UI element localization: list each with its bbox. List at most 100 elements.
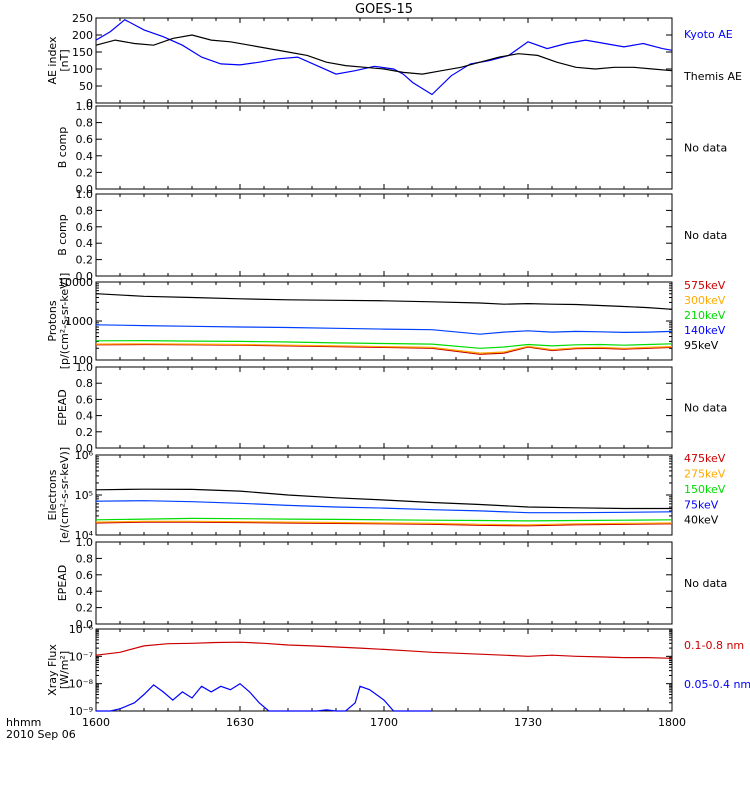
- y-tick-label: 0.8: [76, 377, 94, 390]
- y-axis-label: [e/(cm²-s-sr-keV)]: [58, 447, 71, 543]
- y-tick-label: 1.0: [76, 536, 94, 549]
- y-tick-label: 1.0: [76, 361, 94, 374]
- series-line-140keV: [95, 324, 673, 335]
- no-data-label: No data: [684, 577, 727, 590]
- x-tick-label: 1700: [370, 716, 398, 729]
- y-tick-label: 0.6: [76, 393, 94, 406]
- y-tick-label: 0.2: [76, 426, 94, 439]
- y-tick-label: 0: [86, 97, 93, 110]
- y-axis-label: [W/m²]: [58, 651, 71, 689]
- series-line-40keV: [95, 488, 672, 510]
- y-tick-label: 150: [72, 46, 93, 59]
- legend-entry: 150keV: [684, 483, 726, 496]
- series-line-Themis-AE: [95, 34, 673, 75]
- series-line-Kyoto-AE: [95, 18, 673, 96]
- y-tick-label: 1000: [65, 315, 93, 328]
- y-tick-label: 10⁻⁹: [69, 705, 93, 718]
- panels-group: 0 50 100 150 200 250 AE index [nT] Kyoto AE Themi…: [46, 12, 750, 718]
- footer-hhmm: hhmm: [6, 716, 41, 729]
- y-tick-label: 0.0: [76, 618, 94, 631]
- series-line-575keV: [95, 343, 673, 355]
- y-tick-label: 50: [79, 80, 93, 93]
- panel-xray: 10⁻⁹ 10⁻⁸ 10⁻⁷ 10⁻⁶ Xray Flux [W/m²] 0.1-0.8 n…: [46, 623, 750, 718]
- x-tick-label: 1800: [658, 716, 686, 729]
- y-tick-label: 0.0: [76, 442, 94, 455]
- legend-entry: 300keV: [684, 294, 726, 307]
- figure-title: GOES-15: [355, 2, 413, 17]
- y-tick-label: 0.8: [76, 552, 94, 565]
- y-tick-label: 10⁻⁸: [69, 678, 94, 691]
- y-tick-label: 10⁻⁶: [69, 623, 94, 636]
- no-data-label: No data: [684, 229, 727, 242]
- legend-entry: 575keV: [684, 279, 726, 292]
- panel-frame: [95, 17, 673, 104]
- y-tick-label: 0.6: [76, 221, 94, 234]
- y-tick-label: 10000: [58, 276, 93, 289]
- panel-bcomp1: 0.0 0.2 0.4 0.6 0.8 1.0 B comp No data: [56, 100, 727, 196]
- series-line-275keV: [95, 520, 673, 526]
- y-axis-label: [p/(cm²-s-sr-keV)]: [58, 273, 71, 370]
- series-line-300keV: [95, 343, 673, 354]
- y-axis-label: [nT]: [58, 49, 71, 71]
- y-tick-label: 0.2: [76, 166, 94, 179]
- series-line-0-1-0-8-nm: [95, 641, 673, 659]
- legend-entry: 75keV: [684, 498, 719, 511]
- series-line-475keV: [95, 521, 673, 527]
- panel-frame: [95, 366, 673, 449]
- series-line-75keV: [95, 500, 673, 514]
- no-data-label: No data: [684, 142, 727, 155]
- y-axis-label: B comp: [56, 214, 69, 256]
- y-tick-label: 10⁵: [75, 489, 93, 502]
- legend-entry: 140keV: [684, 324, 726, 337]
- panel-frame: [95, 628, 673, 712]
- y-tick-label: 200: [72, 29, 93, 42]
- y-tick-label: 100: [72, 354, 93, 367]
- series-line-0-05-0-4-nm: [96, 682, 432, 712]
- x-tick-label: 1600: [82, 716, 110, 729]
- legend-entry: 95keV: [684, 339, 719, 352]
- no-data-label: No data: [684, 402, 727, 415]
- x-tick-label: 1630: [226, 716, 254, 729]
- series-line-95keV: [95, 293, 673, 310]
- legend-entry: 0.1-0.8 nm: [684, 639, 744, 652]
- y-axis-label: EPEAD: [56, 565, 69, 602]
- y-tick-label: 10⁴: [75, 529, 94, 542]
- y-axis-label: Xray Flux: [46, 644, 59, 696]
- y-tick-label: 0.8: [76, 204, 94, 217]
- panel-epead2: 0.0 0.2 0.4 0.6 0.8 1.0 EPEAD No data: [56, 536, 727, 631]
- y-axis-label: AE index: [46, 36, 59, 85]
- y-tick-label: 100: [72, 63, 93, 76]
- legend-entry: Kyoto AE: [684, 28, 733, 41]
- series-line-210keV: [95, 339, 673, 349]
- y-tick-label: 0.2: [76, 254, 94, 267]
- legend-entry: 210keV: [684, 309, 726, 322]
- y-tick-label: 1.0: [76, 188, 94, 201]
- footer-date: 2010 Sep 06: [6, 728, 76, 741]
- y-tick-label: 0.0: [76, 270, 94, 283]
- panel-frame: [95, 193, 673, 277]
- panel-ae: 0 50 100 150 200 250 AE index [nT] Kyoto AE Themi…: [46, 12, 742, 110]
- y-axis-label: EPEAD: [56, 389, 69, 426]
- y-tick-label: 0.6: [76, 133, 94, 146]
- y-axis-label: Protons: [46, 300, 59, 341]
- y-tick-label: 0.4: [76, 585, 94, 598]
- panel-electrons: 10⁴ 10⁵ 10⁶ Electrons [e/(cm²-s-sr-keV)] 475k…: [46, 447, 726, 543]
- legend-entry: 275keV: [684, 467, 726, 480]
- y-tick-label: 0.4: [76, 410, 94, 423]
- panel-frame: [95, 541, 673, 625]
- panel-frame: [95, 105, 673, 190]
- panel-protons: 100 1000 10000 Protons [p/(cm²-s-sr-keV)] 575…: [46, 273, 726, 370]
- legend-entry: 40keV: [684, 514, 719, 527]
- series-line-150keV: [95, 517, 673, 522]
- panel-epead1: 0.0 0.2 0.4 0.6 0.8 1.0 EPEAD No data: [56, 361, 727, 455]
- y-axis-label: B comp: [56, 127, 69, 169]
- y-tick-label: 10⁻⁷: [69, 650, 93, 663]
- y-axis-label: Electrons: [46, 469, 59, 520]
- y-tick-label: 10⁶: [75, 449, 94, 462]
- y-tick-label: 0.0: [76, 183, 94, 196]
- y-tick-label: 0.8: [76, 117, 94, 130]
- y-tick-label: 0.6: [76, 569, 94, 582]
- y-tick-label: 0.4: [76, 237, 94, 250]
- y-tick-label: 0.4: [76, 150, 94, 163]
